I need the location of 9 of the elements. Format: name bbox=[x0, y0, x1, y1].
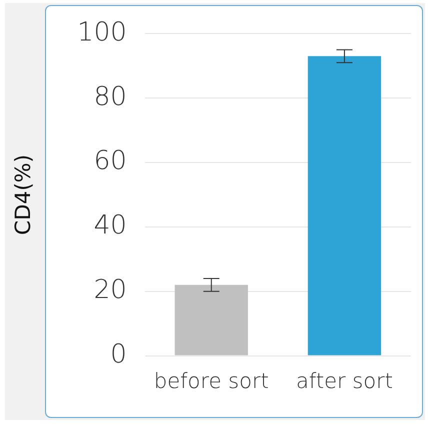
x-tick-label: after sort bbox=[296, 368, 393, 393]
y-axis-title: CD4(%) bbox=[11, 154, 36, 235]
x-tick-label: before sort bbox=[154, 368, 269, 393]
y-tick-label: 80 bbox=[94, 82, 127, 112]
y-tick-label: 20 bbox=[94, 275, 127, 306]
y-tick-label: 0 bbox=[110, 340, 127, 370]
y-tick-label: 40 bbox=[94, 210, 127, 241]
y-tick-label: 100 bbox=[77, 17, 127, 48]
y-tick-label: 60 bbox=[94, 146, 127, 176]
